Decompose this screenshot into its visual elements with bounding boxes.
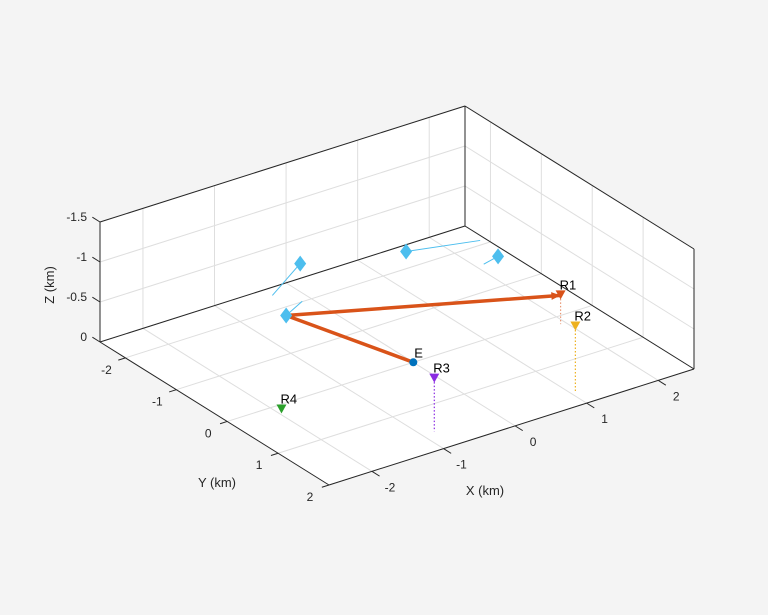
receiver-triangle-marker	[555, 290, 566, 300]
x-tick	[657, 379, 667, 386]
receiver-label: R1	[560, 277, 577, 292]
x-tick-label: 1	[601, 412, 608, 426]
receiver-triangle-marker	[429, 373, 440, 383]
receiver-label: R4	[280, 391, 297, 406]
target-diamond-marker	[492, 248, 505, 265]
axes-background	[100, 106, 694, 485]
grid-line-x	[285, 282, 516, 427]
z-tick-label: -1.5	[66, 210, 87, 224]
x-tick	[371, 470, 380, 477]
y-tick-label: 0	[205, 426, 212, 440]
y-tick	[169, 389, 177, 393]
emitter-marker	[409, 358, 418, 367]
grid-line-z-wall	[464, 145, 695, 290]
x-tick-label: 2	[673, 389, 680, 403]
x-tick	[443, 448, 452, 454]
grid-line-y	[176, 273, 542, 391]
back-wall-x	[465, 106, 694, 369]
grid-line-z-wall	[464, 185, 695, 330]
grid-line-z	[99, 145, 466, 263]
z-tick	[92, 296, 101, 303]
box-edge	[99, 105, 466, 223]
z-tick-label: -0.5	[66, 290, 87, 304]
z-tick	[92, 256, 101, 263]
x-tick-label: -1	[456, 458, 467, 472]
y-tick-label: -1	[152, 395, 163, 409]
z-axis-label: Z (km)	[42, 266, 57, 304]
receiver-label: R2	[574, 309, 591, 324]
plot-data: R1 R2 R3 R4 E	[271, 239, 591, 432]
grid-line-x	[214, 305, 444, 450]
target-diamond-marker	[294, 255, 307, 272]
grid-line-y	[125, 241, 491, 359]
back-wall-y	[100, 106, 465, 342]
y-tick-label: -2	[101, 363, 112, 377]
z-tick	[92, 216, 101, 223]
x-tick	[586, 402, 595, 409]
x-tick	[514, 425, 523, 432]
y-axis-label: Y (km)	[198, 475, 236, 490]
box-edge	[99, 341, 330, 486]
receiver-triangle-marker	[570, 321, 581, 331]
grid-line-y	[277, 336, 644, 454]
grid-line-x	[142, 327, 373, 472]
bistatic-path-arrowhead	[551, 292, 561, 300]
z-tick-label: -1	[76, 250, 87, 264]
y-tick	[321, 484, 330, 488]
grid-line-x	[428, 236, 659, 381]
target-diamond-marker	[400, 243, 413, 260]
receiver-label: R3	[433, 361, 450, 376]
z-tick	[92, 336, 101, 343]
tick-labels: -2 -1 0 1 2 -2 -1 0 1 2 -1.5 -1 -0.5 0	[66, 210, 680, 504]
box-edge	[464, 105, 695, 250]
receiver-triangle-marker	[276, 404, 287, 414]
x-tick-label: -2	[385, 480, 396, 494]
target-diamond-marker	[280, 307, 293, 324]
y-tick	[219, 420, 228, 425]
grid-line-x	[357, 259, 587, 404]
y-tick-label: 2	[307, 490, 314, 504]
y-tick	[118, 357, 126, 361]
y-tick	[270, 452, 279, 456]
x-tick-label: 0	[530, 435, 537, 449]
box-edge	[464, 225, 695, 370]
box-edge	[328, 368, 695, 486]
z-tick-label: 0	[80, 330, 87, 344]
emitter-label: E	[414, 345, 423, 360]
target-track-line	[406, 239, 481, 253]
target-track-line	[271, 263, 301, 296]
grid-line-z	[99, 185, 466, 303]
y-tick-label: 1	[256, 458, 263, 472]
tick-marks	[92, 216, 667, 488]
x-axis-label: X (km)	[466, 483, 504, 498]
